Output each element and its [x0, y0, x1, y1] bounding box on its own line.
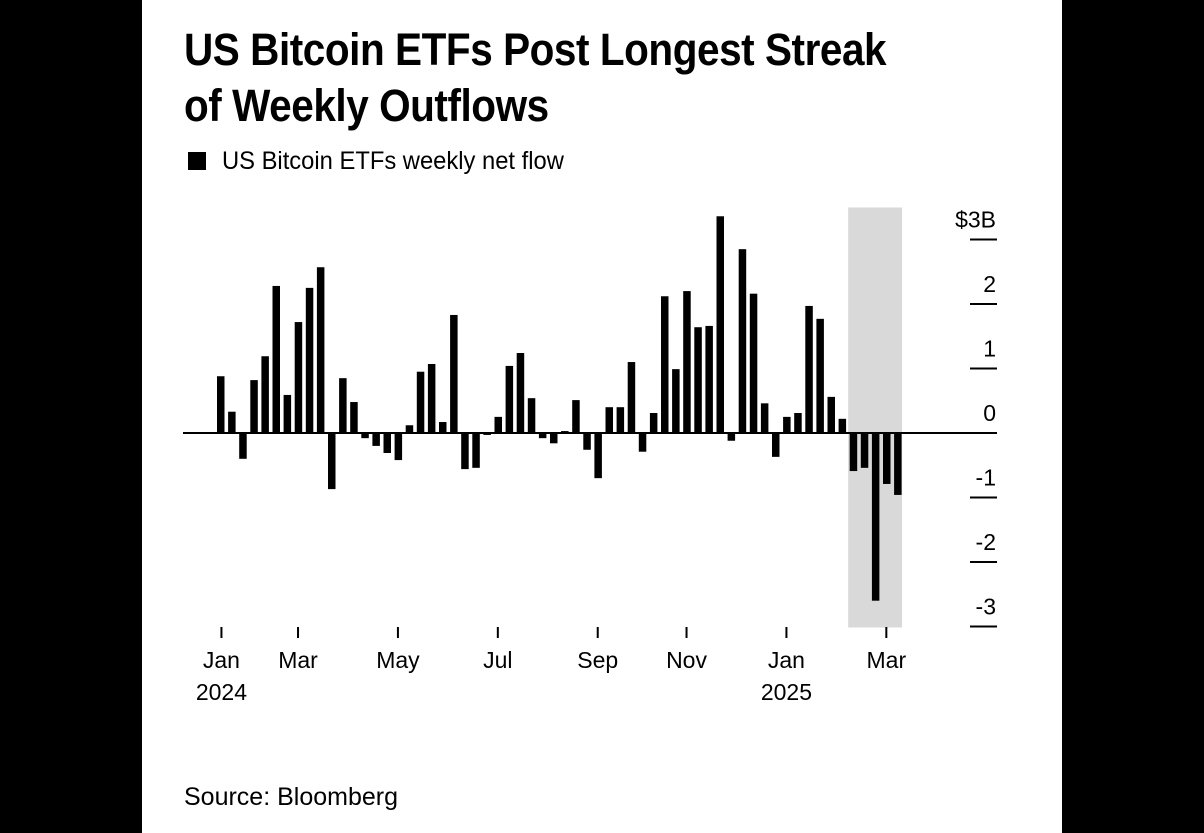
bars-group	[217, 216, 902, 601]
bar-week-14	[361, 433, 369, 439]
x-tick-label: Jan	[768, 647, 805, 673]
x-tick-year-label: 2025	[761, 679, 812, 705]
x-tick-label: Sep	[577, 647, 618, 673]
bar-week-11	[328, 433, 336, 490]
bar-week-4	[250, 380, 258, 433]
x-tick-label: Nov	[666, 647, 707, 673]
chart-title: US Bitcoin ETFs Post Longest Streak of W…	[184, 22, 887, 134]
bar-week-3	[239, 433, 247, 459]
bar-week-7	[283, 394, 292, 433]
bar-week-12	[339, 378, 347, 433]
y-tick-label: 0	[983, 400, 996, 426]
bar-week-6	[272, 285, 280, 433]
bar-week-5	[261, 356, 269, 433]
bar-week-52	[783, 416, 791, 433]
bar-week-53	[794, 413, 802, 433]
x-tick-year-label: 2024	[196, 679, 247, 705]
bar-week-21	[439, 422, 447, 433]
bar-week-19	[416, 371, 425, 433]
bar-week-54	[805, 305, 813, 433]
bar-week-16	[383, 433, 391, 453]
bar-week-41	[661, 296, 669, 433]
title-line-1: US Bitcoin ETFs Post Longest Streak	[184, 24, 887, 75]
bar-week-51	[772, 433, 780, 457]
bar-week-15	[372, 433, 380, 446]
bar-week-61	[883, 433, 891, 484]
bar-week-24	[472, 433, 480, 468]
source-note: Source: Bloomberg	[184, 783, 399, 811]
bar-week-59	[860, 433, 869, 468]
bar-week-8	[294, 322, 303, 433]
bar-week-56	[827, 396, 835, 433]
legend-swatch	[188, 152, 206, 170]
bar-week-43	[683, 291, 691, 433]
bar-week-29	[527, 398, 536, 433]
bar-week-60	[871, 433, 880, 601]
bar-week-57	[838, 418, 847, 433]
bar-week-31	[550, 433, 558, 444]
bar-week-28	[516, 353, 525, 433]
bar-week-27	[505, 365, 514, 433]
bar-week-30	[538, 433, 547, 439]
bar-week-45	[705, 325, 713, 433]
x-tick-label: Jul	[483, 647, 512, 673]
bar-week-17	[394, 433, 403, 461]
bar-week-55	[816, 318, 824, 433]
y-tick-label: 1	[983, 336, 996, 362]
x-tick-label: Mar	[867, 647, 907, 673]
title-line-2: of Weekly Outflows	[184, 80, 549, 131]
legend-label: US Bitcoin ETFs weekly net flow	[222, 146, 564, 175]
y-tick-label: -1	[976, 465, 996, 491]
y-axis: $3B 2 1 0 -1 -2 -3	[955, 207, 997, 628]
bar-week-46	[716, 216, 724, 433]
bar-week-9	[305, 287, 314, 433]
bar-week-20	[427, 363, 436, 433]
bar-week-37	[616, 407, 625, 433]
x-tick-label: Jan	[203, 647, 240, 673]
y-tick-label: $3B	[955, 207, 996, 233]
x-tick-label: Mar	[278, 647, 318, 673]
x-axis: Jan 2024 Mar May Jul Sep Nov Jan 2025 Mar	[196, 627, 907, 705]
bar-week-18	[405, 425, 414, 433]
bar-week-22	[450, 314, 458, 433]
bar-week-38	[627, 362, 636, 433]
bar-week-49	[749, 293, 758, 433]
bar-week-44	[694, 327, 702, 433]
bar-week-40	[649, 413, 658, 433]
bar-week-23	[461, 433, 469, 470]
bar-week-39	[638, 433, 647, 452]
y-tick-label: -2	[976, 529, 996, 555]
bar-week-62	[894, 433, 902, 495]
y-tick-label: 2	[983, 271, 996, 297]
bar-week-36	[605, 407, 613, 433]
bar-week-42	[672, 369, 680, 433]
bar-week-35	[594, 433, 602, 479]
bar-week-34	[583, 433, 591, 450]
bar-week-1	[217, 376, 225, 433]
bar-week-50	[760, 403, 769, 433]
bar-week-58	[849, 433, 858, 472]
bar-week-10	[316, 267, 325, 433]
bar-week-33	[572, 400, 580, 433]
bar-week-26	[494, 416, 502, 433]
legend: US Bitcoin ETFs weekly net flow	[188, 146, 582, 175]
bar-week-2	[228, 411, 236, 433]
bar-week-48	[738, 249, 747, 433]
x-tick-label: May	[376, 647, 420, 673]
bar-week-13	[350, 402, 358, 433]
bar-week-47	[727, 433, 736, 441]
y-tick-label: -3	[976, 594, 996, 620]
